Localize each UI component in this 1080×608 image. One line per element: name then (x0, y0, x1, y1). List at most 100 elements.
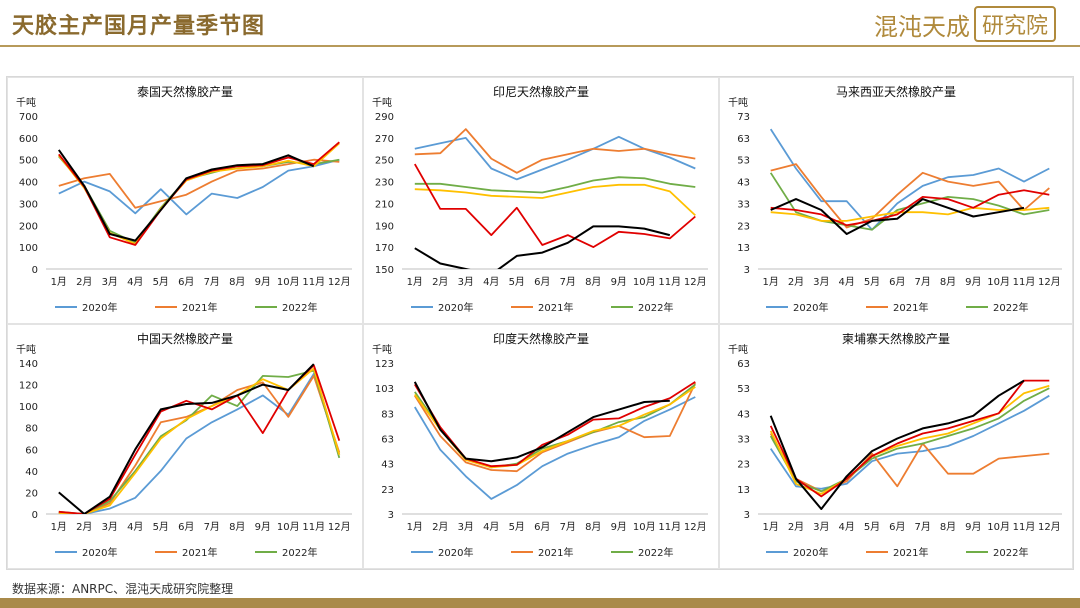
x-tick-label: 9月 (611, 521, 627, 533)
x-tick-label: 6月 (889, 521, 905, 533)
y-tick-label: 400 (19, 178, 38, 189)
x-tick-label: 3月 (813, 521, 829, 533)
series-line-0 (58, 372, 341, 514)
y-tick-label: 500 (19, 156, 38, 167)
plot-area (769, 128, 1050, 235)
y-tick-label: 43 (737, 178, 750, 189)
series-line-2 (769, 387, 1050, 493)
brand-logo: 混沌天成 研究院 (874, 6, 1056, 42)
x-tick-label: 7月 (204, 276, 220, 288)
y-tick-label: 0 (32, 510, 38, 521)
chart-title: 印尼天然橡胶产量 (493, 84, 589, 99)
x-tick-label: 2月 (788, 521, 804, 533)
x-tick-label: 4月 (838, 276, 854, 288)
series-line-4 (769, 379, 1050, 498)
x-tick-label: 9月 (965, 521, 981, 533)
x-tick-label: 6月 (534, 276, 550, 288)
chart-title: 中国天然橡胶产量 (137, 331, 233, 346)
x-tick-label: 6月 (534, 521, 550, 533)
x-tick-label: 1月 (762, 276, 778, 288)
x-tick-label: 10月 (987, 521, 1010, 533)
series-line-2 (58, 369, 341, 514)
y-tick-label: 23 (737, 221, 750, 232)
x-tick-label: 1月 (51, 276, 67, 288)
legend-label: 2020年 (438, 546, 473, 559)
x-tick-label: 10月 (277, 521, 300, 533)
legend-label: 2020年 (793, 301, 828, 314)
series-line-5 (57, 149, 315, 242)
y-tick-label: 100 (19, 243, 38, 254)
y-tick-label: 100 (19, 402, 38, 413)
y-tick-label: 63 (381, 435, 394, 446)
series-line-4 (770, 189, 1050, 227)
series-line-0 (769, 128, 1050, 231)
y-tick-label: 123 (375, 359, 394, 370)
series-line-4 (58, 364, 341, 514)
x-tick-label: 8月 (229, 521, 245, 533)
x-tick-label: 3月 (102, 276, 118, 288)
y-tick-label: 3 (744, 510, 750, 521)
x-tick-label: 5月 (153, 276, 169, 288)
x-tick-label: 2月 (432, 276, 448, 288)
x-tick-label: 7月 (914, 276, 930, 288)
x-tick-label: 6月 (889, 276, 905, 288)
y-tick-label: 290 (375, 112, 394, 123)
x-tick-label: 8月 (940, 521, 956, 533)
y-tick-label: 13 (737, 243, 750, 254)
chart-panel-india: 印度天然橡胶产量 千吨 3 23 43 63 83 103 123 1月 2月 3月 4月 5月 6月 7月 8… (363, 324, 719, 569)
series-line-3 (769, 384, 1050, 495)
x-tick-label: 7月 (560, 276, 576, 288)
x-tick-label: 2月 (432, 521, 448, 533)
series-line-5 (770, 198, 1025, 235)
x-tick-label: 3月 (458, 521, 474, 533)
series-line-1 (770, 163, 1050, 229)
y-tick-label: 80 (25, 424, 38, 435)
x-tick-label: 9月 (255, 276, 271, 288)
x-tick-label: 12月 (684, 276, 707, 288)
chart-title: 印度天然橡胶产量 (493, 331, 589, 346)
x-tick-label: 12月 (1038, 276, 1061, 288)
y-tick-label: 43 (737, 409, 750, 420)
y-tick-label: 270 (375, 134, 394, 145)
legend-label: 2021年 (538, 301, 573, 314)
y-tick-label: 3 (388, 510, 394, 521)
series-line-1 (58, 375, 341, 514)
series-line-4 (58, 141, 340, 246)
legend-label: 2021年 (538, 546, 573, 559)
chart-title: 泰国天然橡胶产量 (137, 84, 233, 99)
y-unit-label: 千吨 (372, 96, 392, 109)
y-tick-label: 73 (737, 112, 750, 123)
x-tick-label: 2月 (76, 521, 92, 533)
series-line-0 (58, 158, 340, 216)
x-tick-label: 7月 (204, 521, 220, 533)
plot-area (769, 379, 1050, 510)
x-tick-label: 5月 (153, 521, 169, 533)
y-tick-label: 53 (737, 156, 750, 167)
x-tick-label: 10月 (633, 276, 656, 288)
series-line-5 (58, 363, 315, 514)
y-tick-label: 170 (375, 243, 394, 254)
y-tick-label: 43 (381, 460, 394, 471)
y-unit-label: 千吨 (372, 343, 392, 356)
series-line-3 (58, 367, 341, 514)
x-tick-label: 8月 (940, 276, 956, 288)
series-line-5 (769, 379, 1025, 510)
brand-boxed-text: 研究院 (973, 6, 1056, 42)
x-tick-label: 4月 (127, 276, 143, 288)
x-tick-label: 10月 (987, 276, 1010, 288)
y-tick-label: 120 (19, 381, 38, 392)
x-tick-label: 11月 (658, 521, 681, 533)
x-tick-label: 8月 (229, 276, 245, 288)
x-tick-label: 5月 (864, 521, 880, 533)
x-tick-label: 5月 (864, 276, 880, 288)
legend-label: 2021年 (182, 301, 217, 314)
series-line-4 (414, 163, 696, 248)
legend-label: 2021年 (893, 546, 928, 559)
series-line-3 (770, 206, 1050, 222)
y-tick-label: 230 (375, 178, 394, 189)
y-tick-label: 3 (744, 265, 750, 276)
series-line-5 (414, 225, 671, 269)
x-tick-label: 10月 (633, 521, 656, 533)
series-line-2 (414, 383, 696, 469)
